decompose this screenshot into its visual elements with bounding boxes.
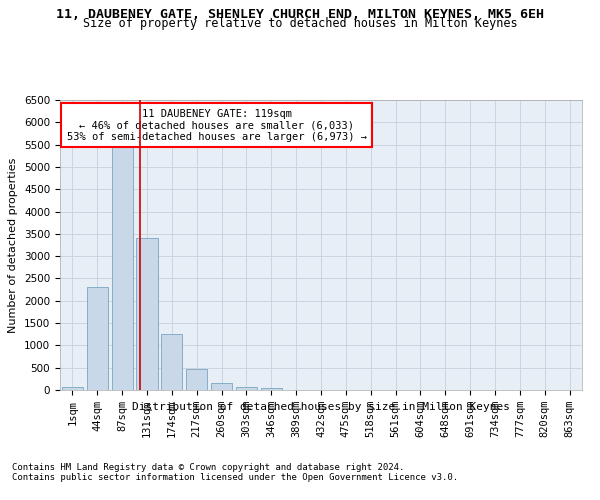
Bar — [236, 386, 257, 390]
Bar — [87, 288, 108, 390]
Text: Distribution of detached houses by size in Milton Keynes: Distribution of detached houses by size … — [132, 402, 510, 412]
Bar — [112, 144, 133, 390]
Y-axis label: Number of detached properties: Number of detached properties — [8, 158, 19, 332]
Text: Contains public sector information licensed under the Open Government Licence v3: Contains public sector information licen… — [12, 474, 458, 482]
Bar — [62, 386, 83, 390]
Text: Size of property relative to detached houses in Milton Keynes: Size of property relative to detached ho… — [83, 18, 517, 30]
Bar — [261, 388, 282, 390]
Text: 11 DAUBENEY GATE: 119sqm
← 46% of detached houses are smaller (6,033)
53% of sem: 11 DAUBENEY GATE: 119sqm ← 46% of detach… — [67, 108, 367, 142]
Bar — [136, 238, 158, 390]
Text: Contains HM Land Registry data © Crown copyright and database right 2024.: Contains HM Land Registry data © Crown c… — [12, 464, 404, 472]
Bar — [161, 334, 182, 390]
Text: 11, DAUBENEY GATE, SHENLEY CHURCH END, MILTON KEYNES, MK5 6EH: 11, DAUBENEY GATE, SHENLEY CHURCH END, M… — [56, 8, 544, 20]
Bar — [211, 384, 232, 390]
Bar — [186, 368, 207, 390]
